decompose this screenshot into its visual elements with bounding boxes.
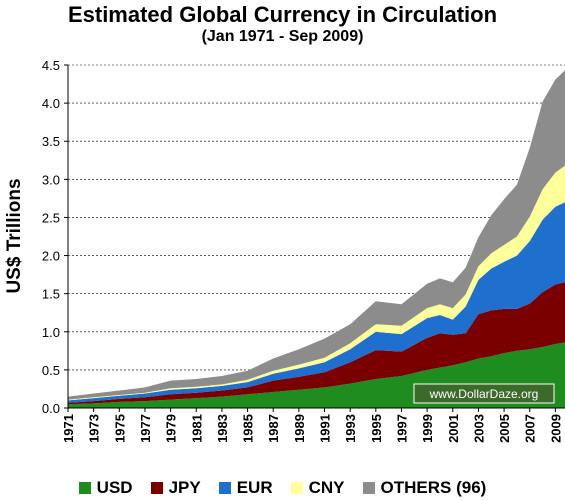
x-tick-label: 1975 [112, 414, 127, 443]
chart-subtitle: (Jan 1971 - Sep 2009) [201, 28, 364, 45]
legend-item: EUR [218, 478, 273, 498]
y-tick-label: 0.0 [42, 401, 60, 416]
x-tick-label: 1985 [241, 414, 256, 443]
legend-label: CNY [308, 478, 345, 497]
x-tick-label: 1981 [189, 414, 204, 443]
x-tick-label: 1997 [395, 414, 410, 443]
watermark: www.DollarDaze.org [413, 383, 555, 404]
area-series-jpy [68, 282, 565, 405]
y-tick-label: 1.0 [42, 325, 60, 340]
stacked-areas [68, 70, 565, 408]
x-tick-label: 1973 [87, 414, 102, 443]
y-tick-label: 1.5 [42, 287, 60, 302]
y-tick-labels: 0.0 0.5 1.0 1.5 2.0 2.5 3.0 3.5 4.0 4.5 [42, 58, 60, 416]
y-tick-label: 3.5 [42, 134, 60, 149]
x-tick-label: 1991 [318, 414, 333, 443]
y-tick-label: 4.0 [42, 96, 60, 111]
x-tick-label: 1995 [369, 414, 384, 443]
legend-label: OTHERS (96) [380, 478, 487, 497]
watermark-text: www.DollarDaze.org [429, 387, 539, 401]
legend-label: USD [96, 478, 133, 497]
legend-swatch [290, 482, 303, 494]
x-tick-label: 1993 [343, 414, 358, 443]
x-tick-label: 1977 [138, 414, 153, 443]
axes [64, 64, 565, 412]
legend-swatch [78, 482, 91, 494]
legend-swatch [150, 482, 163, 494]
x-tick-label: 1999 [420, 414, 435, 443]
legend-swatch [218, 482, 231, 494]
legend-swatch [362, 482, 375, 494]
chart-title: Estimated Global Currency in Circulation [67, 2, 498, 27]
watermark-box [413, 383, 555, 404]
x-tick-label: 1983 [215, 414, 230, 443]
x-tick-label: 2001 [446, 414, 461, 443]
legend-item: OTHERS (96) [362, 478, 487, 498]
legend: USD JPY EUR CNY OTHERS (96) [0, 477, 565, 499]
x-tick-label: 2007 [523, 414, 538, 443]
y-axis-label: US$ Trillions [4, 178, 25, 293]
y-tick-label: 3.0 [42, 172, 60, 187]
x-tick-label: 1979 [164, 414, 179, 443]
y-tick-label: 0.5 [42, 363, 60, 378]
y-tick-label: 2.5 [42, 210, 60, 225]
chart-area: 0.00.51.01.52.02.53.03.54.04.5 1971 1973 1… [4, 58, 565, 443]
x-tick-label: 1989 [292, 414, 307, 443]
x-tick-label: 2005 [497, 414, 512, 443]
x-tick-label: 1987 [266, 414, 281, 443]
legend-label: JPY [168, 478, 201, 497]
x-tick-label: 1971 [61, 414, 76, 443]
x-tick-labels: 1971 1973 1975 1977 1979 1981 1983 1985 1987 1989… [61, 414, 563, 443]
legend-item: JPY [150, 478, 201, 498]
y-tick-label: 2.0 [42, 249, 60, 264]
legend-item: USD [78, 478, 133, 498]
legend-item: CNY [290, 478, 345, 498]
x-tick-label: 2009 [548, 414, 563, 443]
y-tick-label: 4.5 [42, 58, 60, 73]
x-tick-label: 2003 [471, 414, 486, 443]
legend-label: EUR [236, 478, 273, 497]
